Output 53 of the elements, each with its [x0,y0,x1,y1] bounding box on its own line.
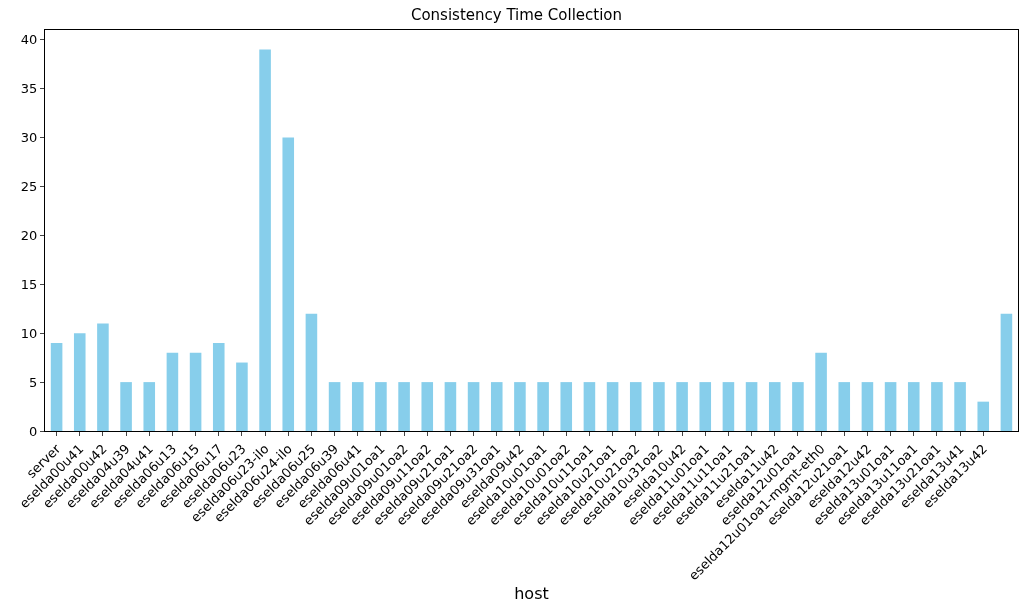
y-tick-label: 0 [29,423,38,439]
bar [97,323,109,431]
bar [467,382,480,431]
bar [189,352,202,431]
bar [606,382,619,431]
bar [977,401,990,431]
y-tick-label: 15 [20,276,38,292]
y-tick-label: 25 [20,179,38,195]
chart-title: Consistency Time Collection [410,5,623,24]
y-tick-label: 35 [20,81,38,97]
bar [838,382,851,431]
y-tick-label: 30 [20,130,38,146]
bar [931,382,943,431]
bar [1000,313,1013,431]
y-tick-label: 5 [29,374,38,390]
bar [745,382,758,431]
bar [421,382,434,431]
bar [50,342,63,431]
bar [259,49,271,431]
bar [166,352,179,431]
y-tick-label: 20 [20,227,38,243]
bar [699,382,712,431]
bar [490,382,503,431]
bar [73,333,86,431]
bar [514,382,526,431]
bar [861,382,874,431]
bar [722,382,735,431]
bar [444,382,457,431]
bar [653,382,665,431]
bar [907,382,920,431]
bar [143,382,156,431]
bar [537,382,549,431]
bar [282,137,295,431]
bar [305,313,318,431]
bar [120,382,132,431]
bar [884,382,897,431]
bar [351,382,364,431]
bar [212,342,225,431]
bar [676,382,688,431]
bar [583,382,596,431]
bar [768,382,781,431]
x-axis-title: host [514,583,549,603]
bar [560,382,573,431]
bar [236,362,248,431]
bar [375,382,387,431]
y-tick-label: 40 [20,32,38,48]
bar [629,382,642,431]
bar [815,352,827,431]
y-tick-label: 10 [20,325,38,341]
bar [954,382,966,431]
bar [328,382,341,431]
bar [398,382,410,431]
bar [792,382,804,431]
